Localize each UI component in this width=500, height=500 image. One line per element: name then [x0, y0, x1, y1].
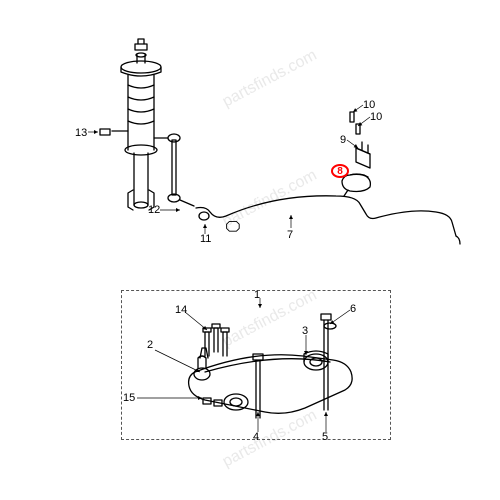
callout-label-11: 11: [200, 234, 211, 245]
callout-leader-2: [155, 350, 200, 372]
callout-label-14: 14: [175, 305, 187, 316]
callout-arrow-9: [354, 144, 358, 148]
callout-leader-14: [185, 312, 207, 330]
callout-arrow-12: [176, 208, 180, 212]
callout-arrow-6: [330, 320, 334, 324]
callout-label-10a: 10: [363, 100, 375, 111]
callout-label-6: 6: [350, 304, 356, 315]
callout-arrow-7: [289, 215, 293, 219]
callout-label-5: 5: [322, 432, 328, 443]
callout-label-9: 9: [340, 135, 346, 146]
callout-arrow-1: [258, 304, 262, 308]
callout-arrow-5: [324, 412, 328, 416]
callout-label-4: 4: [253, 432, 259, 443]
callout-label-2: 2: [147, 340, 153, 351]
highlight-callout-8: 8: [331, 164, 349, 178]
callout-label-15: 15: [123, 393, 135, 404]
callout-label-3: 3: [302, 326, 308, 337]
callout-arrow-13: [94, 130, 98, 134]
callout-label-7: 7: [287, 230, 293, 241]
callout-label-12: 12: [148, 205, 160, 216]
diagram-svg: [0, 0, 500, 500]
callout-label-1: 1: [254, 290, 260, 301]
highlight-label: 8: [337, 166, 343, 177]
callout-arrow-11: [203, 224, 207, 228]
callout-label-10b: 10: [370, 112, 382, 123]
callout-arrow-10a: [353, 108, 357, 112]
callout-label-13: 13: [75, 128, 87, 139]
